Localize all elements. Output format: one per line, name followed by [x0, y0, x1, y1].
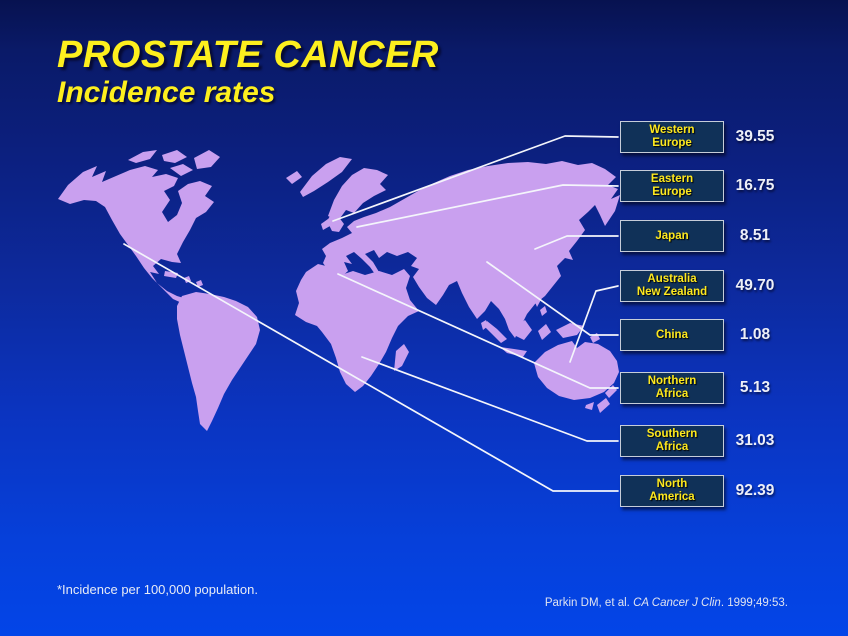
region-box-southern-africa: Southern Africa — [620, 425, 724, 457]
region-label-line: China — [656, 328, 688, 341]
slide-title: PROSTATE CANCER Incidence rates — [57, 34, 439, 110]
landmass-japan — [526, 226, 564, 269]
region-value-northern-africa: 5.13 — [739, 379, 771, 396]
landmass-south-america — [177, 292, 260, 431]
landmass-scandinavia — [328, 168, 388, 221]
leader-line-north-america — [123, 243, 619, 492]
landmass-caribbean — [164, 271, 203, 287]
citation-suffix: . 1999;49:53. — [720, 597, 788, 609]
leader-line-northern-africa — [337, 273, 619, 389]
region-value-australia-new-zealand: 49.70 — [735, 277, 775, 294]
region-value-japan: 8.51 — [739, 227, 771, 244]
region-box-north-america: North America — [620, 475, 724, 507]
landmass-iceland — [286, 171, 302, 184]
citation-prefix: Parkin DM, et al. — [544, 597, 634, 609]
landmass-australia — [534, 341, 619, 400]
leader-line-australia-new-zealand — [569, 285, 619, 363]
region-box-northern-africa: Northern Africa — [620, 372, 724, 404]
footnote: *Incidence per 100,000 population. — [57, 582, 258, 597]
leader-line-china — [486, 261, 619, 336]
region-label-line: New Zealand — [636, 286, 708, 298]
landmass-north-america — [58, 166, 214, 305]
citation-journal: CA Cancer J Clin — [633, 597, 721, 609]
region-box-japan: Japan — [620, 220, 724, 252]
region-label-line: Southern — [646, 428, 698, 440]
title-line-2: Incidence rates — [57, 76, 276, 109]
region-label-line: Northern — [647, 375, 697, 387]
leader-line-western-europe — [332, 135, 619, 222]
region-label-line: Africa — [655, 388, 689, 400]
landmass-tasmania — [585, 402, 594, 410]
region-label-line: North — [656, 478, 688, 490]
leader-line-japan — [534, 235, 619, 250]
region-label-line: Europe — [652, 186, 692, 198]
region-label-line: Africa — [655, 441, 689, 453]
region-value-north-america: 92.39 — [735, 482, 775, 499]
region-box-western-europe: Western Europe — [620, 121, 724, 153]
region-value-southern-africa: 31.03 — [735, 432, 775, 449]
region-label-line: Eastern — [650, 173, 694, 185]
landmass-eurasia — [322, 161, 620, 338]
region-label-line: Australia — [647, 273, 697, 285]
leader-line-southern-africa — [361, 356, 619, 442]
landmass-greenland — [300, 157, 352, 197]
landmass-indonesia — [484, 320, 600, 357]
title-line-1: PROSTATE CANCER — [57, 34, 439, 76]
region-label-line: America — [649, 491, 695, 503]
landmass-new-zealand — [597, 385, 617, 413]
landmass-philippines — [533, 288, 547, 316]
leader-line-eastern-europe — [356, 184, 619, 228]
region-label-line: Japan — [655, 229, 689, 242]
region-label-line: Europe — [652, 137, 692, 149]
region-value-western-europe: 39.55 — [735, 128, 775, 145]
landmass-sri-lanka — [481, 320, 488, 330]
region-label-line: Western — [649, 124, 695, 136]
region-value-eastern-europe: 16.75 — [735, 177, 775, 194]
landmass-madagascar — [394, 344, 409, 371]
landmass-arctic-islands — [128, 150, 220, 176]
region-box-australia-new-zealand: Australia New Zealand — [620, 270, 724, 302]
region-box-eastern-europe: Eastern Europe — [620, 170, 724, 202]
region-value-china: 1.08 — [739, 326, 771, 343]
landmass-british-isles — [321, 206, 344, 232]
region-box-china: China — [620, 319, 724, 351]
citation: Parkin DM, et al. CA Cancer J Clin. 1999… — [545, 597, 788, 609]
